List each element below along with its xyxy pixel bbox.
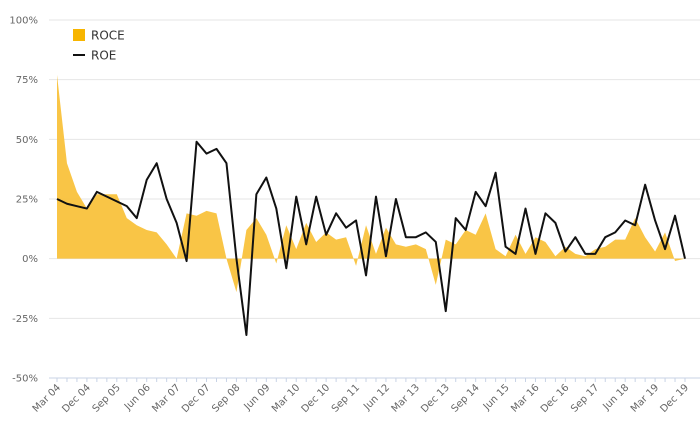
x-tick-label: Dec 19 (658, 382, 691, 415)
y-tick-label: 25% (16, 195, 38, 206)
x-tick-label: Jun 15 (481, 382, 512, 413)
legend-roe-label: ROE (91, 49, 116, 63)
x-tick-label: Jun 06 (122, 382, 153, 413)
x-tick-label: Dec 07 (180, 382, 213, 415)
x-tick-label: Dec 13 (419, 382, 452, 415)
x-tick-label: Jun 09 (242, 382, 273, 413)
x-tick-label: Sep 11 (330, 382, 362, 414)
x-tick-label: Sep 17 (569, 382, 601, 414)
x-tick-label: Mar 10 (270, 382, 302, 414)
x-tick-label: Sep 08 (210, 382, 242, 414)
y-tick-label: 50% (16, 135, 38, 146)
x-tick-label: Jun 18 (601, 382, 632, 413)
roce-area-layer (57, 74, 685, 293)
x-tick-label: Mar 07 (150, 382, 182, 414)
x-tick-label: Mar 19 (629, 382, 661, 414)
roe-line (56, 140, 686, 337)
roce-area (57, 74, 685, 293)
y-tick-label: 75% (16, 75, 38, 86)
x-tick-label: Sep 05 (91, 382, 123, 414)
x-axis (49, 377, 700, 382)
y-tick-label: -25% (12, 314, 38, 325)
roe-line-layer (56, 140, 686, 337)
y-tick-label: -50% (12, 374, 38, 385)
y-axis-tick-labels: 100% 75% 50% 25% 0% -25% -50% (9, 16, 38, 385)
x-tick-label: Mar 16 (509, 382, 541, 414)
x-tick-label: Dec 16 (539, 382, 572, 415)
x-tick-label: Dec 10 (300, 382, 333, 415)
x-tick-label: Sep 14 (449, 382, 481, 414)
x-tick-label: Jun 12 (361, 382, 392, 413)
legend: ROCE ROE (73, 29, 125, 63)
y-tick-label: 0% (22, 254, 38, 265)
y-tick-label: 100% (9, 16, 38, 27)
x-tick-label: Dec 04 (60, 382, 93, 415)
legend-roce-swatch (73, 29, 85, 41)
legend-roce-label: ROCE (91, 29, 125, 43)
x-tick-label: Mar 04 (31, 382, 63, 414)
gridlines (49, 19, 700, 319)
x-tick-label: Mar 13 (390, 382, 422, 414)
